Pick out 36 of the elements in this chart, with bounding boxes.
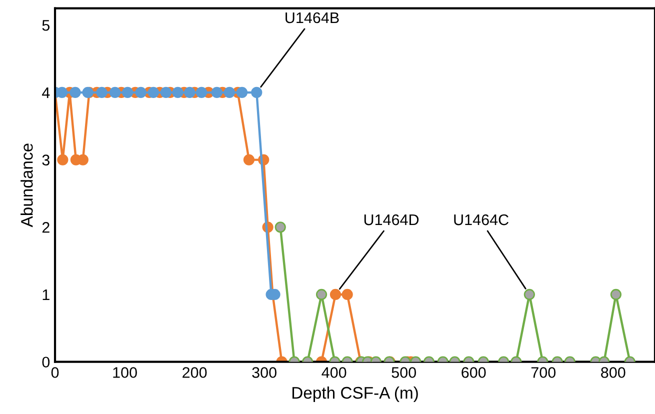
point: [135, 86, 146, 98]
point: [243, 154, 255, 166]
annotation: U1464C: [454, 214, 509, 226]
point: [172, 86, 184, 98]
y-tick-label: 4: [42, 87, 50, 98]
y-axis-title: Abundance: [20, 144, 33, 228]
point: [70, 86, 81, 98]
x-tick-label: 800: [601, 367, 626, 378]
annotation: U1464D: [364, 214, 419, 226]
point: [184, 86, 196, 98]
x-tick-label: 300: [252, 367, 276, 378]
point: [211, 86, 222, 98]
y-tick-label: 2: [42, 222, 50, 233]
point: [96, 86, 108, 98]
annotation: U1464B: [286, 12, 339, 24]
x-tick-label: 700: [531, 367, 556, 378]
point: [224, 86, 235, 98]
point: [57, 154, 68, 166]
point: [148, 86, 159, 98]
x-tick-label: 600: [462, 367, 486, 378]
x-tick-label: 400: [322, 367, 346, 378]
point: [160, 86, 172, 98]
point: [236, 86, 248, 98]
y-tick-label: 0: [42, 356, 50, 368]
point: [109, 86, 121, 98]
y-tick-label: 1: [42, 290, 50, 300]
x-axis-title: Depth CSF-A (m): [292, 386, 418, 402]
x-tick-label: 100: [113, 367, 137, 378]
point: [251, 86, 262, 98]
y-tick-label: 3: [42, 154, 50, 166]
point: [122, 86, 134, 98]
x-tick-label: 0: [51, 367, 59, 378]
x-tick-label: 500: [392, 367, 416, 378]
x-tick-label: 200: [182, 367, 207, 378]
point: [196, 86, 208, 98]
y-tick-label: 5: [42, 20, 50, 31]
